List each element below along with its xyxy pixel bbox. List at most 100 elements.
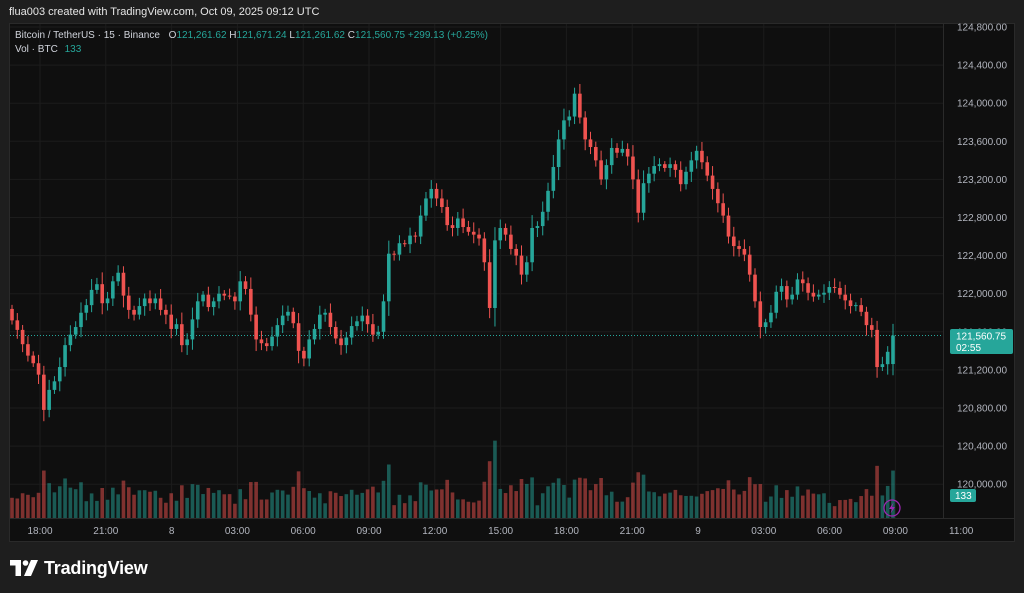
candle-body	[158, 298, 163, 310]
volume-bar	[700, 493, 704, 518]
candle-body	[270, 336, 274, 347]
volume-bar	[832, 506, 837, 518]
volume-bar	[100, 488, 105, 518]
candle-body	[556, 139, 561, 168]
volume-bar	[482, 481, 487, 518]
candle-body	[371, 324, 375, 335]
volume-bar	[461, 499, 465, 518]
candle-body	[280, 315, 285, 326]
volume-bar	[811, 493, 816, 518]
volume-bar	[498, 488, 503, 518]
price-badge-countdown: 02:55	[956, 343, 981, 354]
candle-body	[763, 322, 768, 328]
candle-body	[254, 314, 258, 340]
volume-bar	[349, 489, 354, 518]
volume-bar	[365, 489, 370, 518]
candle-body	[238, 281, 243, 302]
candle-body	[20, 329, 25, 345]
candle-body	[63, 345, 67, 368]
candle-body	[291, 311, 296, 324]
volume-bar	[609, 491, 614, 518]
candle-body	[838, 287, 842, 295]
price-tick-label: 124,400.00	[957, 61, 1007, 72]
candle-body	[588, 139, 593, 148]
candle-body	[859, 305, 863, 312]
candle-body	[875, 329, 879, 368]
volume-bar	[47, 483, 51, 518]
legend-change: +299.13 (+0.25%)	[407, 30, 488, 41]
volume-bar	[339, 496, 343, 518]
candle-body	[137, 306, 142, 315]
volume-bar	[583, 478, 587, 518]
volume-bar	[763, 501, 768, 518]
price-badge[interactable]: 121,560.75 02:55	[950, 329, 1013, 354]
volume-bar	[769, 496, 773, 518]
candle-body	[264, 343, 269, 347]
volume-badge: 133	[950, 489, 976, 502]
price-tick-label: 123,200.00	[957, 175, 1007, 186]
volume-bar	[259, 499, 264, 518]
volume-bar	[551, 482, 556, 518]
chart-panel[interactable]	[9, 23, 1015, 542]
candle-body	[816, 294, 821, 297]
volume-bar	[286, 494, 290, 518]
candle-body	[408, 235, 412, 245]
volume-bar	[68, 487, 73, 518]
price-axis: 124,800.00 124,400.00 124,000.00 123,600.00…	[957, 23, 1007, 491]
volume-bar	[519, 479, 524, 518]
candle-body	[737, 246, 741, 249]
volume-bar	[84, 501, 89, 518]
candle-body	[286, 311, 290, 316]
volume-bar	[312, 497, 317, 518]
candle-body	[424, 198, 428, 216]
time-tick-label: 12:00	[422, 526, 447, 537]
time-tick-label: 03:00	[751, 526, 776, 537]
candle-body	[673, 164, 678, 170]
candle-body	[636, 179, 641, 213]
candle-body	[397, 243, 402, 255]
volume-bar	[678, 495, 683, 518]
candle-body	[514, 248, 518, 256]
candle-body	[174, 324, 179, 329]
volume-bar	[710, 490, 715, 518]
volume-bar	[514, 491, 518, 518]
candle-body	[864, 311, 869, 326]
candle-body	[503, 227, 508, 235]
volume-legend-value: 133	[64, 44, 82, 55]
candle-body	[121, 272, 126, 296]
volume-bar	[376, 492, 381, 518]
lightning-icon[interactable]	[883, 499, 901, 517]
time-tick-label: 09:00	[883, 526, 908, 537]
candle-body	[832, 287, 837, 289]
volume-bar	[524, 483, 529, 518]
volume-bar	[731, 489, 736, 518]
candle-body	[349, 326, 354, 338]
tradingview-logo[interactable]: TradingView	[10, 557, 148, 579]
volume-bar	[371, 486, 375, 518]
volume-bar	[307, 491, 312, 518]
candle-body	[854, 305, 858, 307]
symbol-legend: Bitcoin / TetherUS · 15 · Binance O121,2…	[15, 30, 488, 41]
price-tick-label: 122,000.00	[957, 289, 1007, 300]
candle-body	[318, 314, 322, 329]
time-tick-label: 18:00	[27, 526, 52, 537]
candle-body	[615, 147, 619, 153]
candle-body	[848, 300, 853, 307]
candle-body	[800, 279, 805, 284]
candle-body	[233, 296, 237, 302]
volume-bar	[111, 487, 115, 518]
volume-bars	[10, 440, 895, 518]
volume-bar	[169, 493, 174, 518]
volume-bar	[530, 477, 534, 518]
volume-bar	[121, 480, 126, 518]
candle-body	[89, 289, 94, 306]
candle-body	[440, 198, 444, 208]
chart-credit: flua003 created with TradingView.com, Oc…	[9, 6, 320, 18]
volume-bar	[10, 497, 14, 518]
candle-body	[180, 324, 184, 346]
candle-body	[498, 227, 503, 241]
volume-bar	[509, 485, 513, 518]
candle-body	[381, 301, 386, 332]
